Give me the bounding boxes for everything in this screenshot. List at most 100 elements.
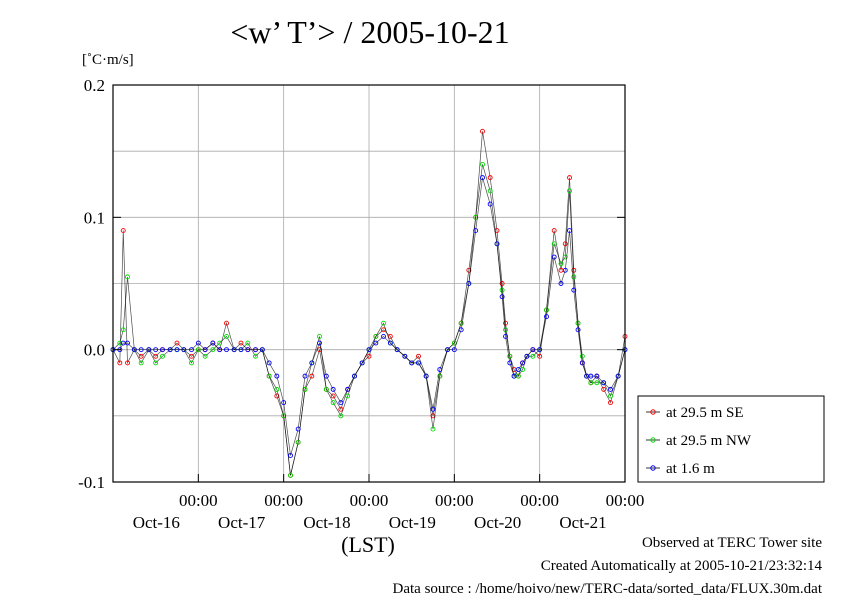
series-line-3 [113,177,626,456]
data-point [579,360,585,366]
data-point [437,367,443,372]
data-point [381,333,386,339]
legend-marker [650,437,656,443]
data-point [295,439,301,445]
data-point [160,353,165,359]
footer-source: Data source : /home/hoivo/new/TERC-data/… [392,581,823,597]
data-point [238,340,244,346]
data-point [295,426,301,432]
data-point [288,453,293,458]
x-tick-date-label: Oct-21 [559,513,606,532]
data-point [373,340,379,346]
data-point [466,281,472,286]
legend-marker [650,465,656,471]
legend-label: at 1.6 m [666,461,715,477]
data-point [601,380,607,386]
data-point [524,353,530,359]
data-point [437,373,443,379]
data-point [537,353,543,359]
legend-label: at 29.5 m NW [666,433,752,449]
data-point [416,360,421,366]
data-point [562,267,568,273]
data-point [131,347,137,353]
x-tick-time-label: 00:00 [264,491,303,510]
data-point [323,373,329,379]
data-point [189,360,194,366]
data-point [558,281,564,286]
data-point [330,400,336,406]
data-point [189,347,194,353]
data-point [608,400,613,406]
data-point [544,307,549,313]
data-point [181,347,187,353]
data-point [174,340,180,346]
data-point [588,373,594,379]
data-point [551,241,557,247]
data-point [309,373,315,379]
data-point [503,320,508,326]
data-point [520,360,526,366]
data-point [503,333,508,339]
data-point [120,228,126,234]
data-point [189,353,194,359]
data-point [345,393,351,399]
data-point [359,360,365,366]
x-tick-time-label: 00:00 [435,491,474,510]
data-point [503,327,508,333]
data-point [458,320,464,326]
footer-created: Created Automatically at 2005-10-21/23:3… [540,558,822,574]
data-point [138,353,144,359]
data-point [487,175,493,181]
data-point [120,327,126,333]
data-point [224,347,229,353]
data-point [202,353,208,359]
data-point [530,347,536,353]
x-tick-time-label: 00:00 [350,491,389,510]
data-point [231,347,237,353]
data-point [615,373,621,379]
data-point [494,241,500,247]
data-point [195,340,201,346]
data-point [567,175,572,181]
data-point [174,347,180,353]
data-point [274,386,280,392]
data-point [594,380,600,386]
legend-marker [650,409,656,415]
data-point [487,188,493,194]
data-point [473,228,479,234]
data-point [571,274,577,280]
data-point [302,373,308,379]
data-point [567,188,572,194]
data-point [430,406,436,412]
y-tick-label: 0.2 [84,76,105,95]
data-point [117,360,123,366]
x-tick-date-label: Oct-20 [474,513,521,532]
data-point [451,347,457,353]
data-point [499,287,505,293]
legend-box [637,395,825,483]
data-point [266,373,272,379]
data-point [608,393,613,399]
data-point [352,373,357,379]
data-point [338,400,344,406]
data-point [195,347,201,353]
data-point [153,360,159,366]
data-point [480,175,485,181]
chart-title: <w’ T’> / 2005-10-21 [230,14,510,50]
data-point [274,373,280,379]
data-point [167,347,173,353]
legend-label: at 29.5 m SE [666,405,744,421]
series-line-2 [112,164,626,476]
data-point [373,333,379,339]
data-point [266,360,272,366]
data-point [253,353,258,359]
data-point [567,228,572,234]
data-point [366,347,372,353]
data-point [558,261,564,267]
data-point [217,340,223,346]
data-point [345,386,351,392]
x-tick-date-label: Oct-19 [389,513,436,532]
data-point [125,340,130,346]
data-point [224,333,229,339]
